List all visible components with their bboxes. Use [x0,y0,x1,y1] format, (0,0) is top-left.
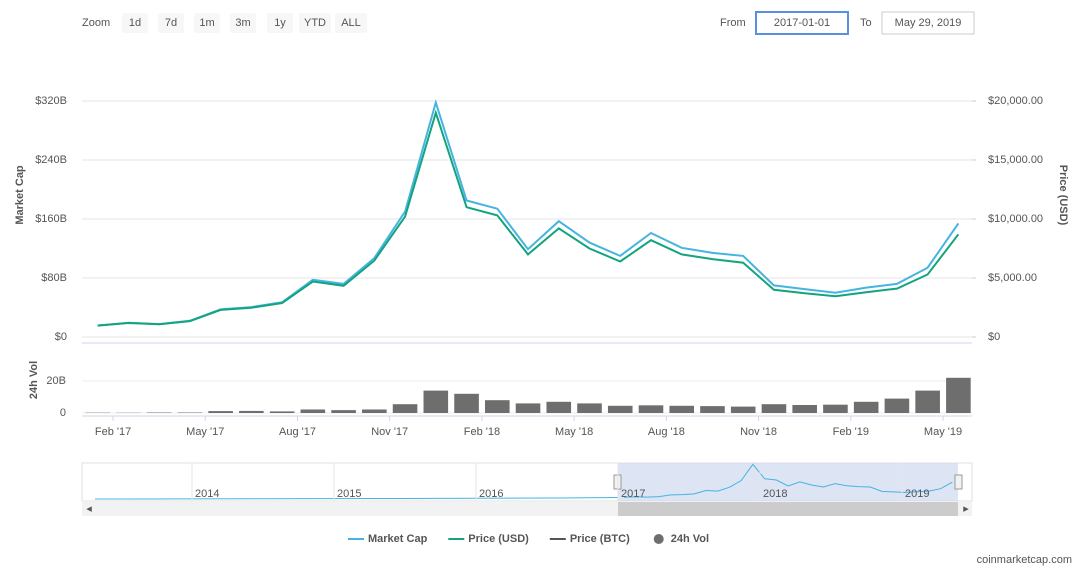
legend-label[interactable]: Price (BTC) [570,533,630,545]
series-line [97,109,960,327]
credit: coinmarketcap.com [977,554,1072,566]
volume-bar [546,401,572,413]
y2-tick-label: $5,000.00 [988,272,1037,284]
y-axis-title: Market Cap [14,165,26,225]
zoom-button[interactable] [158,13,184,33]
y-tick-label: $160B [35,213,67,225]
volume-bar [484,400,510,413]
volume-bar [515,403,541,413]
volume-bar [269,411,295,413]
x-tick-label: Feb '18 [464,426,500,438]
zoom-button[interactable] [122,13,148,33]
volume-bar [761,404,787,413]
zoom-button-label: 3m [235,17,250,29]
series-line [97,98,960,327]
x-tick-label: Nov '17 [371,426,408,438]
zoom-button[interactable] [230,13,256,33]
navigator-label: 2019 [905,488,929,500]
zoom-button-label: 1y [274,17,286,29]
navigator-label: 2017 [621,488,645,500]
y-axis-title: 24h Vol [28,361,40,399]
volume-bar [239,410,264,413]
volume-bar [454,393,479,413]
volume-bar [607,405,633,413]
volume-bar [853,401,879,413]
y-tick-label: $320B [35,95,67,107]
navigator-history-line [94,497,619,500]
zoom-label: Zoom [82,17,110,29]
volume-bar [208,411,233,413]
x-tick-label: May '18 [555,426,593,438]
y2-tick-label: $0 [988,331,1000,343]
scrollbar-thumb[interactable] [618,502,958,516]
volume-bar [730,406,756,413]
navigator-handle[interactable] [954,474,963,490]
from-input[interactable] [755,11,849,35]
navigator-label: 2015 [337,488,361,500]
navigator-box [81,462,973,502]
volume-bar [392,404,418,413]
volume-bar [792,405,817,413]
y2-tick-label: $15,000.00 [988,154,1043,166]
x-tick-label: May '19 [924,426,962,438]
legend-label[interactable]: Price (USD) [468,533,529,545]
from-value: 2017-01-01 [774,17,830,29]
y-tick-label: 20B [46,375,66,387]
volume-bar [300,409,326,413]
volume-bar [823,404,848,413]
zoom-button-label: YTD [304,17,326,29]
volume-bar [638,405,664,413]
legend-label[interactable]: 24h Vol [671,533,709,545]
legend-symbol[interactable] [653,534,664,544]
volume-bar [577,403,602,413]
x-tick-label: Aug '18 [648,426,685,438]
scroll-left[interactable]: ◂ [86,503,92,515]
x-tick-label: Aug '17 [279,426,316,438]
volume-bar [915,390,940,413]
volume-bar [700,406,725,413]
y-tick-label: $0 [55,331,67,343]
zoom-button[interactable] [335,13,367,33]
volume-bar [362,409,387,413]
from-label: From [720,17,746,29]
navigator-line [623,463,953,498]
to-input[interactable] [881,11,975,35]
y-tick-label: 0 [60,407,66,419]
zoom-button[interactable] [194,13,220,33]
to-value: May 29, 2019 [895,17,962,29]
volume-bar [423,390,449,413]
zoom-button-label: 1m [199,17,214,29]
navigator-label: 2018 [763,488,787,500]
y2-tick-label: $20,000.00 [988,95,1043,107]
scroll-right[interactable]: ▸ [963,503,969,515]
volume-bar [946,377,971,413]
volume-bar [669,405,695,413]
legend-label[interactable]: Market Cap [368,533,428,545]
y-tick-label: $80B [41,272,67,284]
zoom-button[interactable] [267,13,293,33]
x-tick-label: Nov '18 [740,426,777,438]
zoom-button-label: 1d [129,17,141,29]
volume-bar [331,410,356,413]
x-tick-label: Feb '17 [95,426,131,438]
zoom-button[interactable] [299,13,331,33]
to-label: To [860,17,872,29]
zoom-button-label: ALL [341,17,361,29]
navigator-label: 2014 [195,488,219,500]
x-tick-label: May '17 [186,426,224,438]
y2-axis-title: Price (USD) [1057,165,1069,226]
zoom-button-label: 7d [165,17,177,29]
y-tick-label: $240B [35,154,67,166]
x-tick-label: Feb '19 [833,426,869,438]
volume-bar [884,398,910,413]
y2-tick-label: $10,000.00 [988,213,1043,225]
navigator-label: 2016 [479,488,503,500]
